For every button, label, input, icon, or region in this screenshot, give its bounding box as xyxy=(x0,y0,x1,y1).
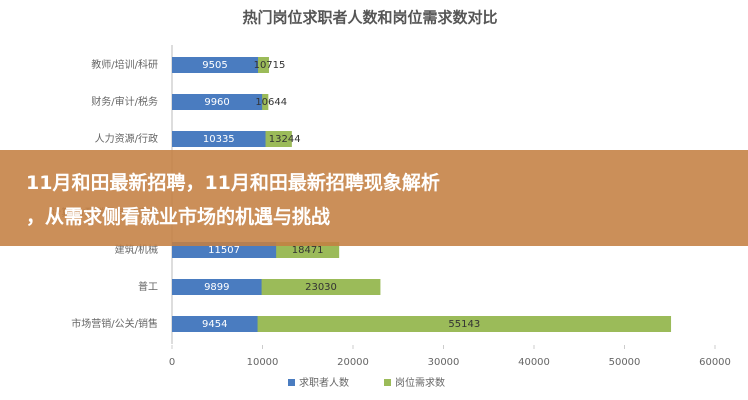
data-label: 13244 xyxy=(269,134,301,145)
legend-label: 岗位需求数 xyxy=(395,376,445,389)
y-tick-label: 财务/审计/税务 xyxy=(91,95,158,108)
legend-swatch xyxy=(288,379,295,386)
bar xyxy=(172,131,266,147)
data-label: 9960 xyxy=(204,97,229,108)
legend-label: 求职者人数 xyxy=(299,376,349,389)
bar xyxy=(172,242,277,258)
data-label: 18471 xyxy=(292,245,324,256)
x-tick-label: 10000 xyxy=(247,357,279,368)
bar xyxy=(172,94,263,110)
data-label: 10715 xyxy=(254,60,286,71)
x-tick-label: 40000 xyxy=(518,357,550,368)
data-label: 9899 xyxy=(204,282,229,293)
bar xyxy=(172,316,672,332)
y-tick-label: 市场营销/公关/销售 xyxy=(71,317,158,330)
x-tick-label: 30000 xyxy=(428,357,460,368)
data-label: 9505 xyxy=(202,60,227,71)
data-label: 10335 xyxy=(203,134,235,145)
x-tick-label: 0 xyxy=(169,357,175,368)
data-label: 55143 xyxy=(448,319,480,330)
chart-title: 热门岗位求职者人数和岗位需求数对比 xyxy=(242,9,497,27)
data-label: 11507 xyxy=(208,245,240,256)
legend-swatch xyxy=(384,379,391,386)
y-tick-label: 普工 xyxy=(138,280,158,293)
data-label: 23030 xyxy=(305,282,337,293)
data-label: 9454 xyxy=(202,319,227,330)
bar xyxy=(172,57,259,73)
x-tick-label: 20000 xyxy=(337,357,369,368)
y-tick-label: 人力资源/行政 xyxy=(95,132,158,145)
data-label: 10644 xyxy=(255,97,287,108)
bar xyxy=(172,316,258,332)
banner: 11月和田最新招聘，11月和田最新招聘现象解析 ，从需求侧看就业市场的机遇与挑战 xyxy=(0,150,748,246)
x-tick-label: 60000 xyxy=(699,357,731,368)
y-tick-label: 教师/培训/科研 xyxy=(91,58,158,71)
bar xyxy=(172,279,262,295)
y-tick-label: 建筑/机械 xyxy=(115,243,158,256)
banner-line: ，从需求侧看就业市场的机遇与挑战 xyxy=(26,206,331,228)
x-tick-label: 50000 xyxy=(609,357,641,368)
banner-line: 11月和田最新招聘，11月和田最新招聘现象解析 xyxy=(26,172,440,194)
